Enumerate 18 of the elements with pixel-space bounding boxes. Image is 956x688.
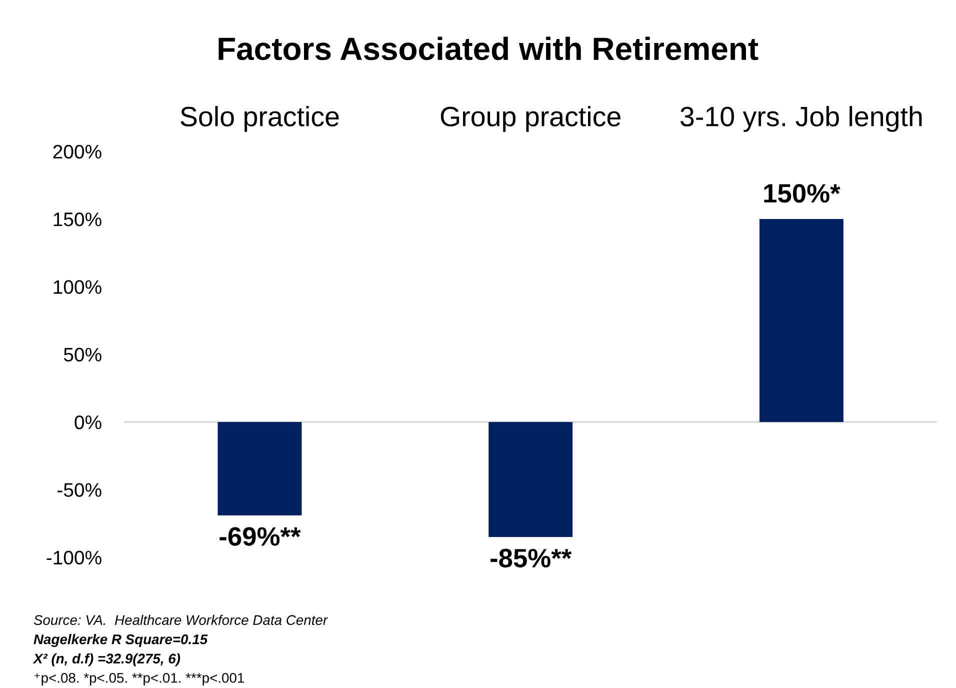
y-tick-label: 50% xyxy=(64,348,102,362)
x-tick-label: Group practice xyxy=(440,106,620,132)
y-tick-label: 0% xyxy=(74,415,102,430)
data-label: -85%** xyxy=(490,548,572,568)
data-label: -69%** xyxy=(220,527,301,546)
y-tick-label: 150% xyxy=(54,212,102,226)
chart-title: Factors Associated with Retirement xyxy=(218,36,758,60)
y-tick-label: -100% xyxy=(46,550,102,565)
x-tick-label: 3-10 yrs. Job length xyxy=(680,106,922,132)
y-tick-label: 200% xyxy=(53,144,102,159)
x-tick-label: Solo practice xyxy=(180,106,339,132)
y-tick-label: -50% xyxy=(58,483,102,497)
text: ⁺p<.08. *p<.05. **p<.01. ***p<.001 xyxy=(34,672,244,686)
y-tick-label: 100% xyxy=(54,280,102,294)
text: Nagelkerke R Square=0.15 xyxy=(34,634,208,647)
data-label: 150%* xyxy=(764,184,840,203)
text: X² (n, d.f) =32.9(275, 6) xyxy=(32,653,180,666)
source-note: Source: VA. Healthcare Workforce Data Center xyxy=(34,614,328,625)
